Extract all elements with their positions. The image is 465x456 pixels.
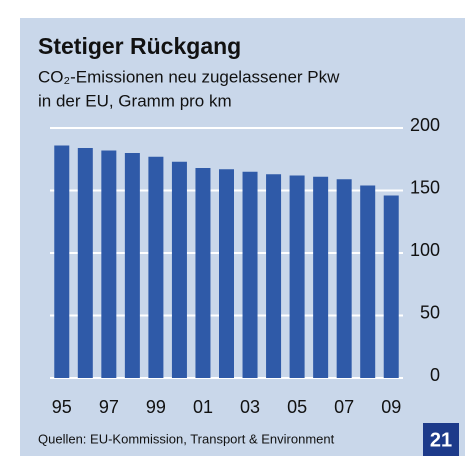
bar (124, 153, 140, 378)
bar (289, 175, 305, 378)
bar (219, 169, 234, 378)
x-tick-label: 99 (146, 397, 166, 417)
bar (242, 171, 258, 378)
x-tick-label: 97 (99, 397, 119, 417)
source: Quellen: EU-Kommission, Transport & Envi… (38, 431, 335, 446)
x-tick-label: 95 (52, 397, 72, 417)
x-tick-label: 09 (381, 397, 401, 417)
bar (54, 145, 70, 378)
bar (148, 156, 164, 378)
y-tick-label: 150 (410, 177, 440, 197)
x-tick-label: 03 (240, 397, 260, 417)
y-tick-label: 200 (410, 115, 440, 135)
bar (171, 161, 187, 378)
y-tick-label: 50 (420, 302, 440, 322)
bar (195, 168, 211, 378)
bar (313, 176, 329, 378)
x-tick-label: 05 (287, 397, 307, 417)
page-number: 21 (430, 429, 452, 451)
x-tick-label: 07 (334, 397, 354, 417)
page-badge (423, 423, 459, 456)
bar (101, 150, 117, 378)
bar (383, 195, 399, 378)
bar (77, 148, 93, 378)
chart-subtitle: CO₂-Emissionen neu zugelassener Pkw (38, 67, 340, 86)
y-tick-label: 100 (410, 240, 440, 260)
y-tick-label: 0 (430, 365, 440, 385)
x-tick-label: 01 (193, 397, 213, 417)
chart-title: Stetiger Rückgang (38, 33, 241, 59)
chart-subtitle: in der EU, Gramm pro km (38, 91, 232, 110)
bar (266, 174, 282, 378)
bar (360, 185, 376, 378)
bar (336, 179, 352, 378)
